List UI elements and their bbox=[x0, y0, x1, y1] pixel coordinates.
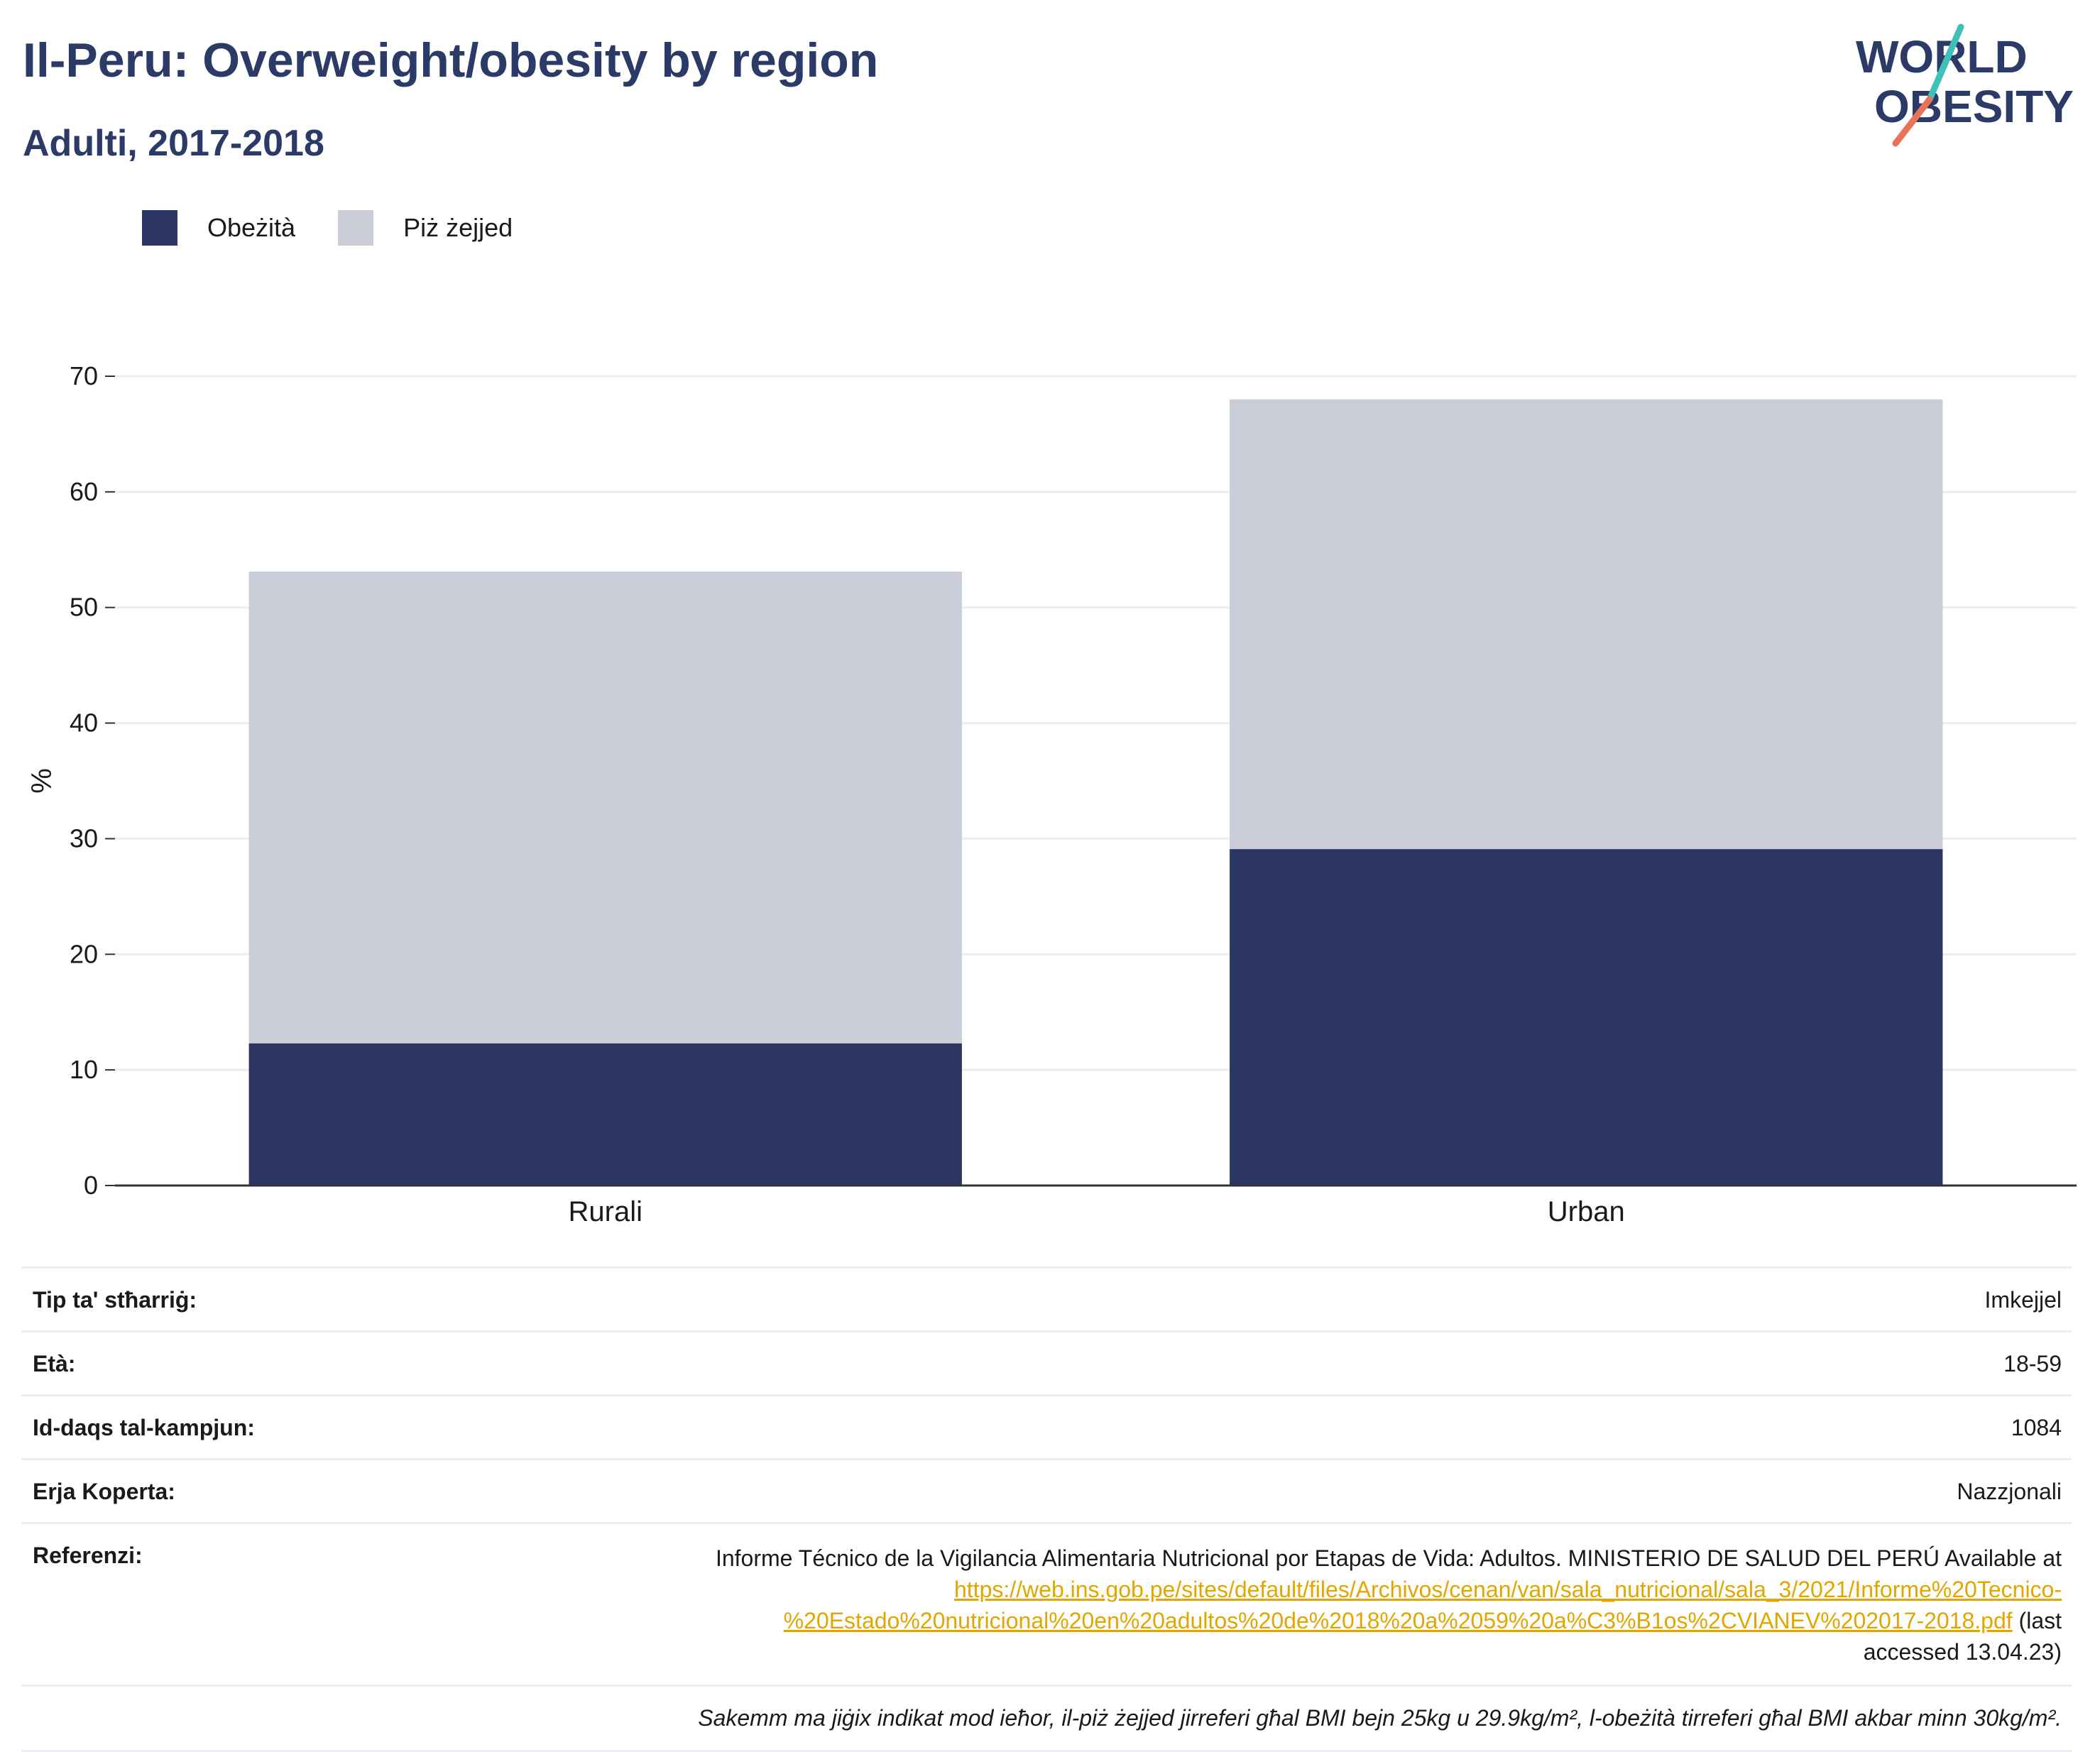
y-tick-label: 70 bbox=[70, 361, 98, 390]
legend: Obeżità Piż żejjed bbox=[142, 210, 555, 246]
y-tick-label: 40 bbox=[70, 708, 98, 738]
bar-overweight-urban bbox=[1230, 399, 1943, 850]
metadata-table: Tip ta' stħarriġ: Imkejjel Età: 18-59 Id… bbox=[21, 1266, 2072, 1752]
legend-item-obesity[interactable]: Obeżità bbox=[142, 210, 295, 246]
x-tick-label: Urban bbox=[1548, 1196, 1625, 1227]
legend-swatch-obesity bbox=[142, 210, 177, 246]
reference-accessed: accessed 13.04.23) bbox=[1863, 1639, 2062, 1665]
meta-row-sample-size: Id-daqs tal-kampjun: 1084 bbox=[21, 1394, 2072, 1458]
world-obesity-logo: WORLD OBESITY bbox=[1856, 23, 2074, 147]
meta-value: Nazzjonali bbox=[1957, 1479, 2062, 1504]
meta-key: Referenzi: bbox=[33, 1543, 143, 1568]
legend-label-obesity: Obeżità bbox=[207, 213, 296, 242]
logo-slash-top bbox=[1926, 23, 1964, 103]
bar-overweight-rurali bbox=[248, 571, 962, 1044]
legend-label-overweight: Piż żejjed bbox=[403, 213, 513, 242]
logo-line2: OBESITY bbox=[1874, 81, 2074, 132]
meta-key: Tip ta' stħarriġ: bbox=[33, 1287, 197, 1313]
bar-chart: 0 10 20 30 40 50 60 70% Rurali Urban bbox=[26, 361, 2077, 1227]
meta-row-area-covered: Erja Koperta: Nazzjonali bbox=[21, 1458, 2072, 1522]
meta-value: Imkejjel bbox=[1984, 1287, 2062, 1313]
meta-row-reference: Referenzi: Informe Técnico de la Vigilan… bbox=[21, 1522, 2072, 1685]
y-tick-label: 30 bbox=[70, 823, 98, 853]
meta-key: Età: bbox=[33, 1351, 76, 1376]
legend-swatch-overweight bbox=[338, 210, 374, 246]
meta-value: 1084 bbox=[2011, 1415, 2062, 1440]
bar-obesity-urban bbox=[1230, 849, 1943, 1186]
reference-link-part2[interactable]: %20Estado%20nutricional%20en%20adultos%2… bbox=[783, 1608, 2013, 1633]
reference-last: (last bbox=[2012, 1608, 2062, 1633]
meta-value: 18-59 bbox=[2003, 1351, 2062, 1376]
y-tick-label: 50 bbox=[70, 593, 98, 622]
chart-title: Il-Peru: Overweight/obesity by region bbox=[23, 33, 879, 87]
reference-link-part1[interactable]: https://web.ins.gob.pe/sites/default/fil… bbox=[953, 1577, 2062, 1602]
chart-subtitle: Adulti, 2017-2018 bbox=[23, 123, 324, 164]
footnote: Sakemm ma jiġix indikat mod ieħor, il-pi… bbox=[21, 1685, 2072, 1752]
y-tick-label: 10 bbox=[70, 1055, 98, 1084]
meta-key: Id-daqs tal-kampjun: bbox=[33, 1415, 255, 1440]
bar-obesity-rurali bbox=[248, 1043, 962, 1186]
reference-text-block: Informe Técnico de la Vigilancia Aliment… bbox=[716, 1543, 2062, 1668]
meta-row-survey-type: Tip ta' stħarriġ: Imkejjel bbox=[21, 1266, 2072, 1330]
x-tick-label: Rurali bbox=[569, 1196, 642, 1227]
reference-text: Informe Técnico de la Vigilancia Aliment… bbox=[715, 1545, 2062, 1571]
legend-item-overweight[interactable]: Piż żejjed bbox=[338, 210, 513, 246]
y-tick-label: 0 bbox=[84, 1171, 98, 1200]
meta-row-age: Età: 18-59 bbox=[21, 1330, 2072, 1394]
meta-key: Erja Koperta: bbox=[33, 1479, 175, 1504]
y-tick-label: 60 bbox=[70, 477, 98, 506]
logo-slash-bottom bbox=[1892, 96, 1933, 147]
y-tick-label: 20 bbox=[70, 939, 98, 968]
y-axis-label: % bbox=[26, 768, 58, 794]
